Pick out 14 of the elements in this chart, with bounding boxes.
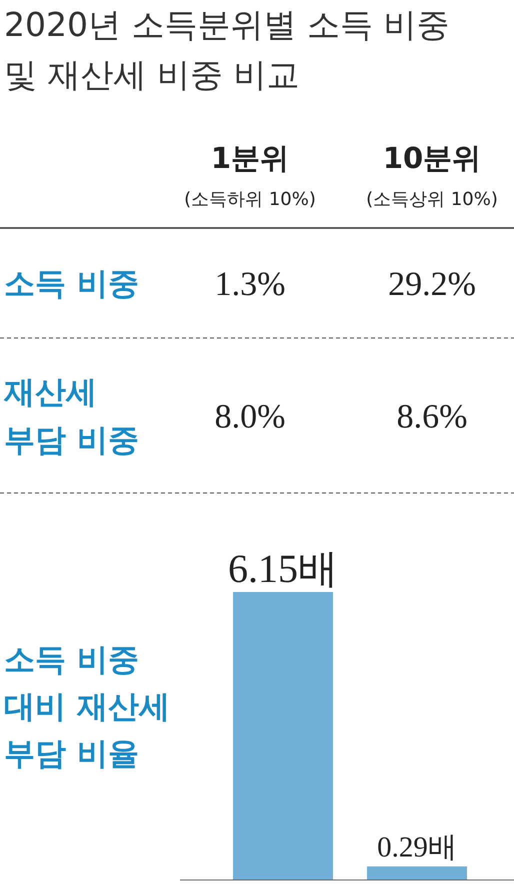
- text: (소득하위 10%): [184, 189, 316, 210]
- text: 8.0%: [214, 398, 286, 436]
- text: 1분위: [210, 141, 290, 175]
- text: 10분위: [382, 141, 482, 175]
- text: (소득상위 10%): [366, 189, 498, 210]
- text: 8.6%: [396, 398, 468, 436]
- text: 29.2%: [388, 266, 476, 303]
- text: 재산세 부담 비중: [3, 374, 139, 458]
- data-label: 0.29배: [377, 831, 457, 864]
- y-axis-title: 소득 비중 대비 재산세 부담 비율: [4, 642, 170, 772]
- text: 2020년 소득분위별 소득 비중 및 재산세 비중 비교: [4, 5, 450, 94]
- data-label: 6.15배: [228, 546, 338, 591]
- text: 1.3%: [214, 266, 286, 303]
- text: 소득 비중: [4, 266, 139, 302]
